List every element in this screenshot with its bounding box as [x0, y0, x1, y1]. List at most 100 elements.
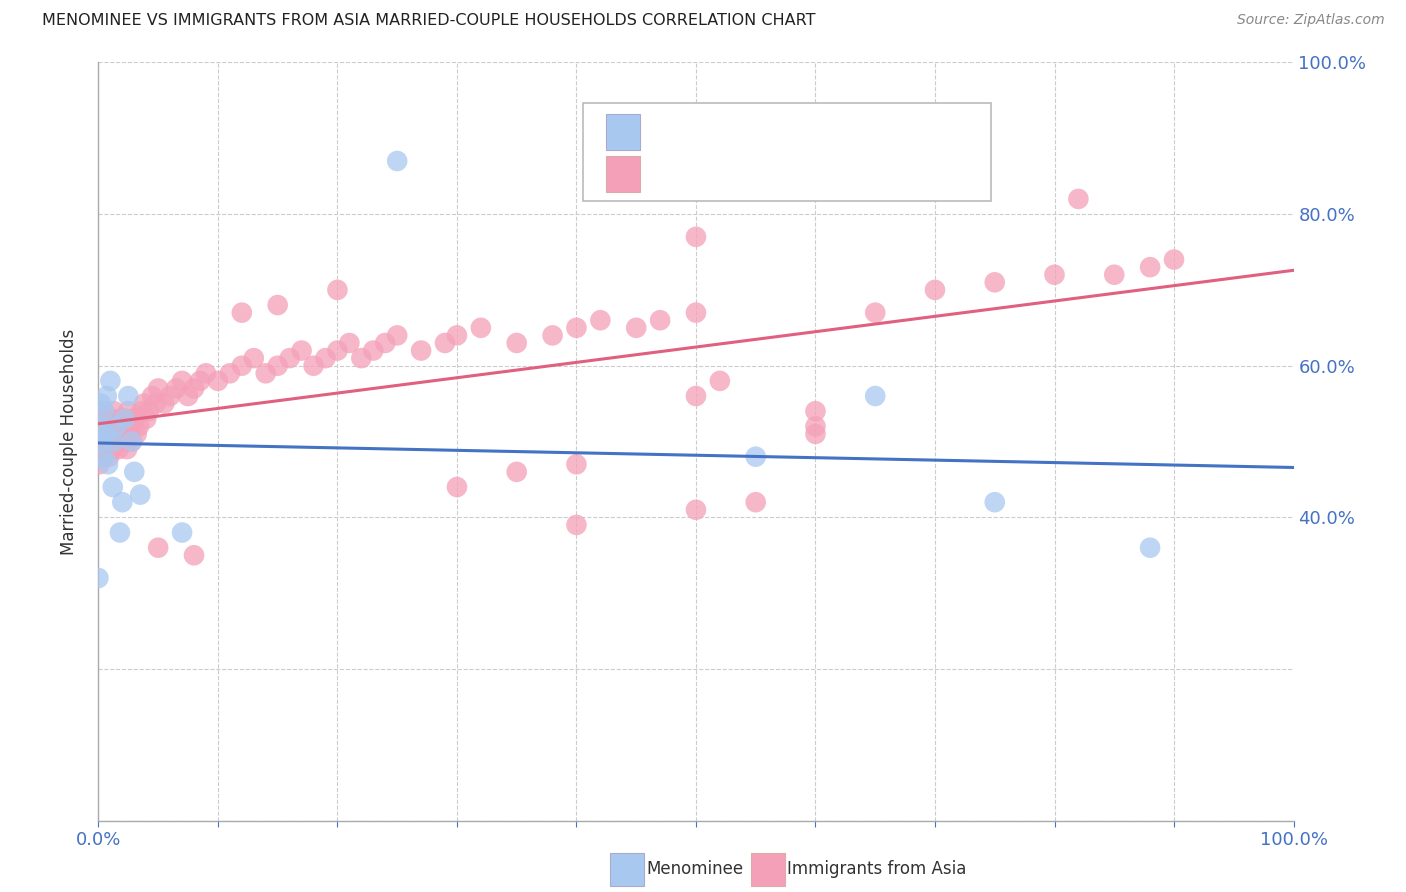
Point: [101, 480, 124, 494]
Point: [183, 382, 205, 396]
Point: [90, 412, 112, 426]
Text: 0.110: 0.110: [685, 123, 740, 141]
Point: [924, 283, 946, 297]
Point: [93, 442, 115, 457]
Point: [90, 396, 112, 410]
Point: [93, 419, 115, 434]
Point: [114, 434, 136, 449]
Point: [506, 465, 529, 479]
Point: [98, 374, 122, 388]
Point: [124, 412, 146, 426]
Point: [1104, 268, 1126, 282]
Point: [124, 465, 146, 479]
Point: [115, 412, 138, 426]
Point: [118, 427, 141, 442]
Point: [104, 434, 127, 449]
Point: [411, 343, 433, 358]
Point: [188, 374, 211, 388]
Point: [125, 427, 148, 442]
Point: [87, 450, 110, 464]
Point: [1163, 252, 1185, 267]
Point: [128, 419, 150, 434]
Point: [124, 412, 146, 426]
Point: [132, 396, 155, 410]
Point: [91, 450, 114, 464]
Point: [565, 320, 588, 334]
Point: [111, 495, 134, 509]
Point: [541, 328, 564, 343]
Point: [865, 389, 887, 403]
Point: [91, 434, 114, 449]
Point: [363, 343, 385, 358]
Point: [589, 313, 612, 327]
Point: [103, 434, 125, 449]
Point: [115, 442, 138, 457]
Point: [96, 434, 118, 449]
Point: [90, 442, 112, 457]
Point: [183, 548, 205, 563]
Point: [339, 335, 361, 350]
Point: [315, 351, 337, 366]
Point: [446, 480, 468, 494]
Point: [108, 412, 131, 426]
Point: [745, 450, 768, 464]
Text: N =: N =: [738, 123, 787, 141]
Point: [110, 434, 132, 449]
Point: [98, 434, 122, 449]
Point: [120, 419, 142, 434]
Point: [565, 517, 588, 532]
Point: [470, 320, 492, 334]
Point: [93, 404, 115, 418]
Point: [91, 427, 114, 442]
Point: [96, 389, 118, 403]
Point: [111, 427, 134, 442]
Point: [98, 450, 121, 464]
Point: [648, 313, 672, 327]
Point: [107, 442, 129, 457]
Point: [1043, 268, 1066, 282]
Point: [117, 389, 139, 403]
Point: [278, 351, 301, 366]
Point: [94, 427, 117, 442]
Point: [984, 275, 1007, 289]
Point: [350, 351, 373, 366]
Point: [804, 419, 827, 434]
Point: [165, 382, 187, 396]
Point: [446, 328, 468, 343]
Point: [326, 283, 349, 297]
Point: [385, 328, 409, 343]
Point: [148, 541, 170, 555]
Point: [267, 359, 290, 373]
Point: [91, 434, 114, 449]
Point: [94, 412, 117, 426]
Point: [153, 396, 176, 410]
Text: Menominee: Menominee: [647, 860, 744, 878]
Point: [231, 305, 253, 319]
Point: [91, 404, 114, 418]
Point: [121, 434, 143, 449]
Point: [129, 487, 152, 501]
Point: [98, 419, 122, 434]
Text: R =: R =: [648, 165, 686, 183]
Text: Immigrants from Asia: Immigrants from Asia: [787, 860, 967, 878]
Point: [89, 419, 111, 434]
Point: [219, 366, 242, 380]
Text: R =: R =: [648, 123, 686, 141]
Point: [105, 427, 128, 442]
Point: [91, 450, 114, 464]
Point: [254, 366, 277, 380]
Point: [1139, 541, 1161, 555]
Point: [709, 374, 731, 388]
Point: [434, 335, 457, 350]
Point: [172, 525, 194, 540]
Point: [135, 412, 157, 426]
Point: [506, 335, 529, 350]
Point: [97, 458, 120, 472]
Point: [121, 434, 143, 449]
Point: [685, 305, 707, 319]
Text: MENOMINEE VS IMMIGRANTS FROM ASIA MARRIED-COUPLE HOUSEHOLDS CORRELATION CHART: MENOMINEE VS IMMIGRANTS FROM ASIA MARRIE…: [42, 13, 815, 29]
Point: [87, 434, 110, 449]
Y-axis label: Married-couple Households: Married-couple Households: [59, 328, 77, 555]
Point: [385, 153, 409, 168]
Text: 107: 107: [782, 165, 818, 183]
